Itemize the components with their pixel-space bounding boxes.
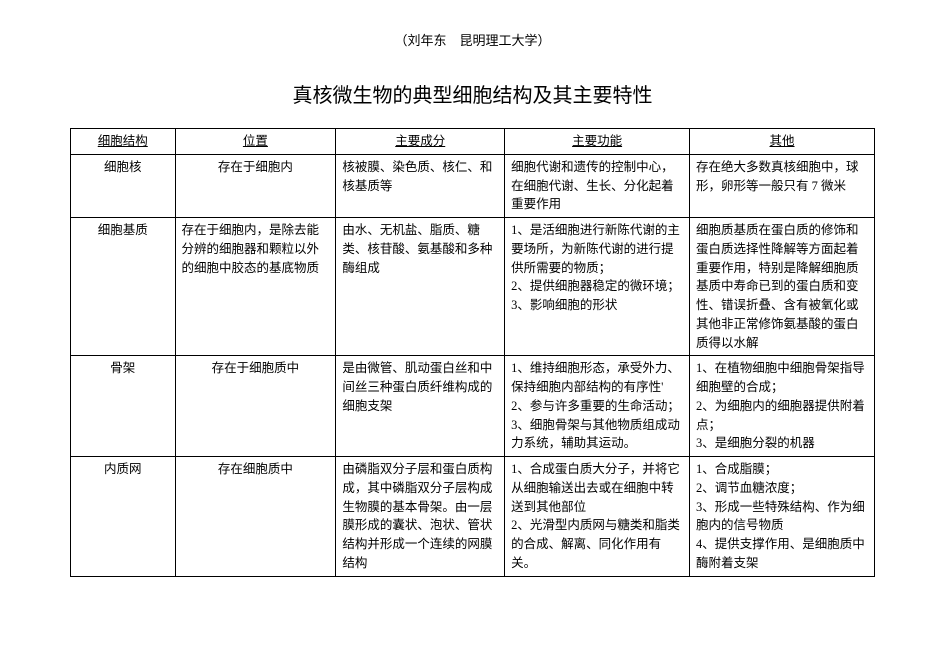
cell-location: 存在于细胞内 [175, 154, 336, 217]
cell-other: 细胞质基质在蛋白质的修饰和蛋白质选择性降解等方面起着重要作用，特别是降解细胞质基… [690, 218, 875, 356]
page-title: 真核微生物的典型细胞结构及其主要特性 [70, 79, 875, 108]
cell-structure: 骨架 [71, 356, 176, 457]
cell-components: 由水、无机盐、脂质、糖类、核苷酸、氨基酸和多种酶组成 [336, 218, 505, 356]
cell-location: 存在细胞质中 [175, 457, 336, 577]
table-row: 细胞基质 存在于细胞内，是除去能分辨的细胞器和颗粒以外的细胞中胶态的基底物质 由… [71, 218, 875, 356]
cell-structure: 细胞基质 [71, 218, 176, 356]
structure-table: 细胞结构 位置 主要成分 主要功能 其他 细胞核 存在于细胞内 核被膜、染色质、… [70, 128, 875, 577]
header-function: 主要功能 [505, 129, 690, 155]
cell-structure: 细胞核 [71, 154, 176, 217]
header-other: 其他 [690, 129, 875, 155]
cell-components: 由磷脂双分子层和蛋白质构成，其中磷脂双分子层构成生物膜的基本骨架。由一层膜形成的… [336, 457, 505, 577]
cell-function: 细胞代谢和遗传的控制中心，在细胞代谢、生长、分化起着重要作用 [505, 154, 690, 217]
cell-structure: 内质网 [71, 457, 176, 577]
author-line: （刘年东 昆明理工大学） [70, 30, 875, 49]
header-location: 位置 [175, 129, 336, 155]
cell-other: 存在绝大多数真核细胞中，球形，卵形等一般只有 7 微米 [690, 154, 875, 217]
cell-location: 存在于细胞质中 [175, 356, 336, 457]
table-row: 骨架 存在于细胞质中 是由微管、肌动蛋白丝和中间丝三种蛋白质纤维构成的细胞支架 … [71, 356, 875, 457]
cell-location: 存在于细胞内，是除去能分辨的细胞器和颗粒以外的细胞中胶态的基底物质 [175, 218, 336, 356]
cell-function: 1、合成蛋白质大分子，并将它从细胞输送出去或在细胞中转送到其他部位 2、光滑型内… [505, 457, 690, 577]
cell-other: 1、合成脂膜； 2、调节血糖浓度； 3、形成一些特殊结构、作为细胞内的信号物质 … [690, 457, 875, 577]
header-structure: 细胞结构 [71, 129, 176, 155]
cell-function: 1、维持细胞形态，承受外力、保持细胞内部结构的有序性' 2、参与许多重要的生命活… [505, 356, 690, 457]
cell-function: 1、是活细胞进行新陈代谢的主要场所，为新陈代谢的进行提供所需要的物质； 2、提供… [505, 218, 690, 356]
cell-components: 是由微管、肌动蛋白丝和中间丝三种蛋白质纤维构成的细胞支架 [336, 356, 505, 457]
cell-other: 1、在植物细胞中细胞骨架指导细胞壁的合成； 2、为细胞内的细胞器提供附着点； 3… [690, 356, 875, 457]
cell-components: 核被膜、染色质、核仁、和核基质等 [336, 154, 505, 217]
table-row: 细胞核 存在于细胞内 核被膜、染色质、核仁、和核基质等 细胞代谢和遗传的控制中心… [71, 154, 875, 217]
table-header-row: 细胞结构 位置 主要成分 主要功能 其他 [71, 129, 875, 155]
table-row: 内质网 存在细胞质中 由磷脂双分子层和蛋白质构成，其中磷脂双分子层构成生物膜的基… [71, 457, 875, 577]
header-components: 主要成分 [336, 129, 505, 155]
